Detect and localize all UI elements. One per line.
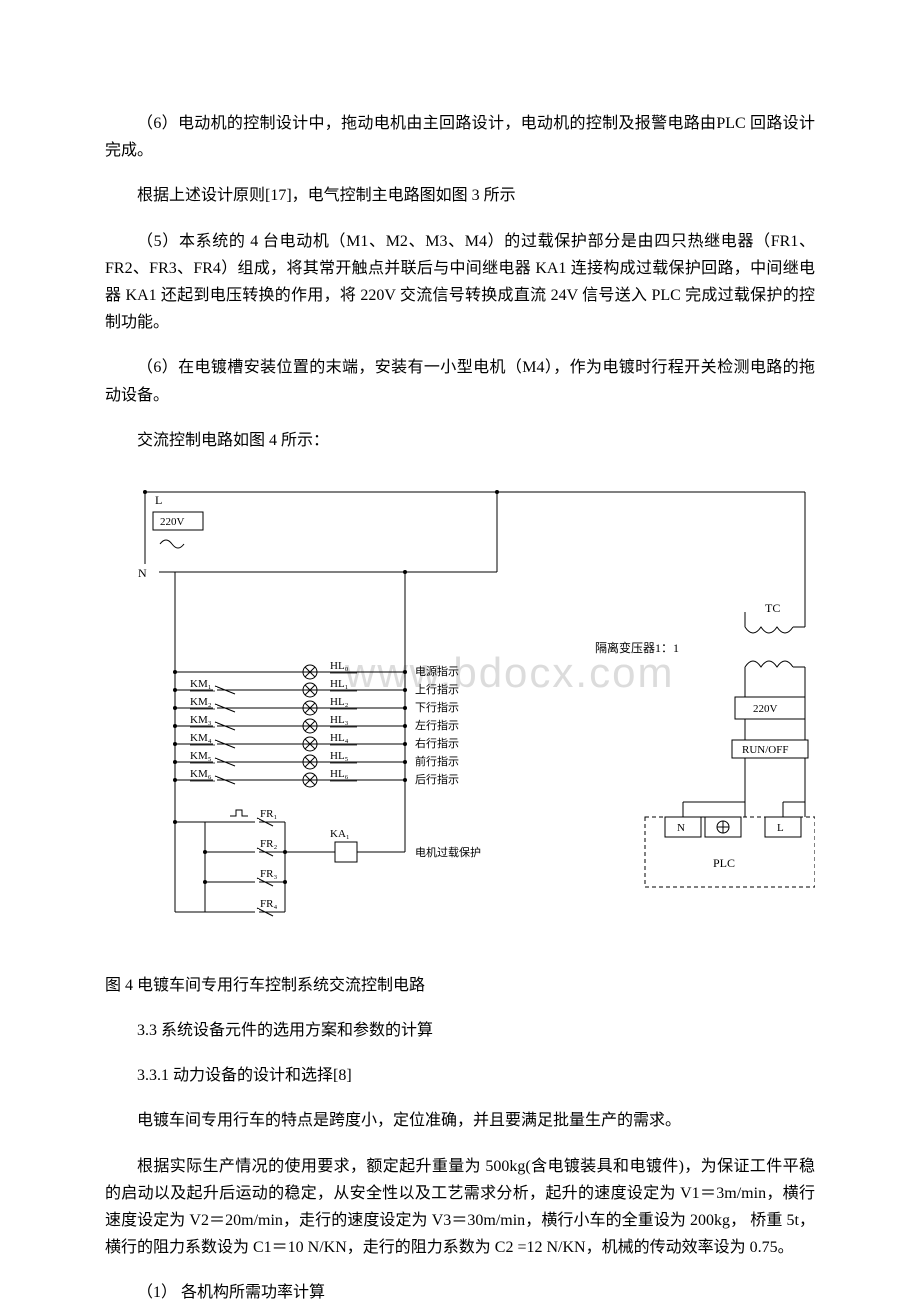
section-3-3-heading: 3.3 系统设备元件的选用方案和参数的计算 [105, 1017, 815, 1044]
paragraph-6-motor-control: （6）电动机的控制设计中，拖动电机由主回路设计，电动机的控制及报警电路由PLC … [105, 110, 815, 164]
label-hl1: HL₁ [330, 678, 349, 690]
label-hl4: HL₄ [330, 732, 349, 744]
label-fr2: FR₂ [260, 838, 277, 850]
label-indicator-4: 右行指示 [415, 736, 459, 750]
label-L: L [155, 493, 162, 507]
label-tc: TC [765, 601, 780, 615]
paragraph-design-principle: 根据上述设计原则[17]，电气控制主电路图如图 3 所示 [105, 182, 815, 209]
label-km6: KM₆ [190, 768, 212, 780]
label-km4: KM₄ [190, 732, 212, 744]
figure-4-caption: 图 4 电镀车间专用行车控制系统交流控制电路 [105, 972, 815, 999]
ac-control-circuit-diagram: www.bdocx.com L 220V N HL₀ 电源指示 KM₁ [105, 472, 815, 962]
label-km3: KM₃ [190, 714, 212, 726]
label-overload: 电机过载保护 [415, 845, 481, 859]
label-indicator-6: 后行指示 [415, 772, 459, 786]
label-km5: KM₅ [190, 750, 212, 762]
label-fr1: FR₁ [260, 808, 277, 820]
section-3-3-1-heading: 3.3.1 动力设备的设计和选择[8] [105, 1062, 815, 1089]
label-run-off: RUN/OFF [742, 744, 788, 756]
label-hl2: HL₂ [330, 696, 349, 708]
paragraph-features: 电镀车间专用行车的特点是跨度小，定位准确，并且要满足批量生产的需求。 [105, 1107, 815, 1134]
overload-branch: FR₁ FR₂ FR₃ FR₄ KA₁ 电机过载保护 [173, 787, 481, 916]
label-220v-secondary: 220V [753, 703, 778, 715]
paragraph-6-small-motor: （6）在电镀槽安装位置的末端，安装有一小型电机（M4），作为电镀时行程开关检测电… [105, 354, 815, 408]
label-hl5: HL₅ [330, 750, 349, 762]
label-plc-l: L [777, 822, 784, 834]
paragraph-parameters: 根据实际生产情况的使用要求，额定起升重量为 500kg(含电镀装具和电镀件)，为… [105, 1153, 815, 1262]
label-hl6: HL₆ [330, 768, 349, 780]
paragraph-ac-circuit-intro: 交流控制电路如图 4 所示： [105, 427, 815, 454]
label-hl3: HL₃ [330, 714, 349, 726]
label-indicator-5: 前行指示 [415, 754, 459, 768]
paragraph-power-calc: （1） 各机构所需功率计算 [105, 1279, 815, 1306]
label-indicator-0: 电源指示 [415, 664, 459, 678]
label-220v-source: 220V [160, 516, 185, 528]
label-indicator-1: 上行指示 [415, 682, 459, 696]
label-indicator-3: 左行指示 [415, 718, 459, 732]
label-plc-n: N [677, 822, 685, 834]
label-fr3: FR₃ [260, 868, 277, 880]
transformer-plc: 隔离变压器1：1 TC 220V RUN/OFF N L PLC [595, 601, 815, 887]
label-indicator-2: 下行指示 [415, 700, 459, 714]
label-ka1: KA₁ [330, 828, 350, 840]
paragraph-5-overload: （5）本系统的 4 台电动机（M1、M2、M3、M4）的过载保护部分是由四只热继… [105, 228, 815, 337]
label-plc: PLC [713, 856, 735, 870]
label-isolation-transformer: 隔离变压器1：1 [595, 640, 679, 655]
label-km1: KM₁ [190, 678, 212, 690]
label-hl0: HL₀ [330, 660, 349, 672]
label-fr4: FR₄ [260, 898, 277, 910]
label-N: N [138, 566, 147, 580]
label-km2: KM₂ [190, 696, 212, 708]
